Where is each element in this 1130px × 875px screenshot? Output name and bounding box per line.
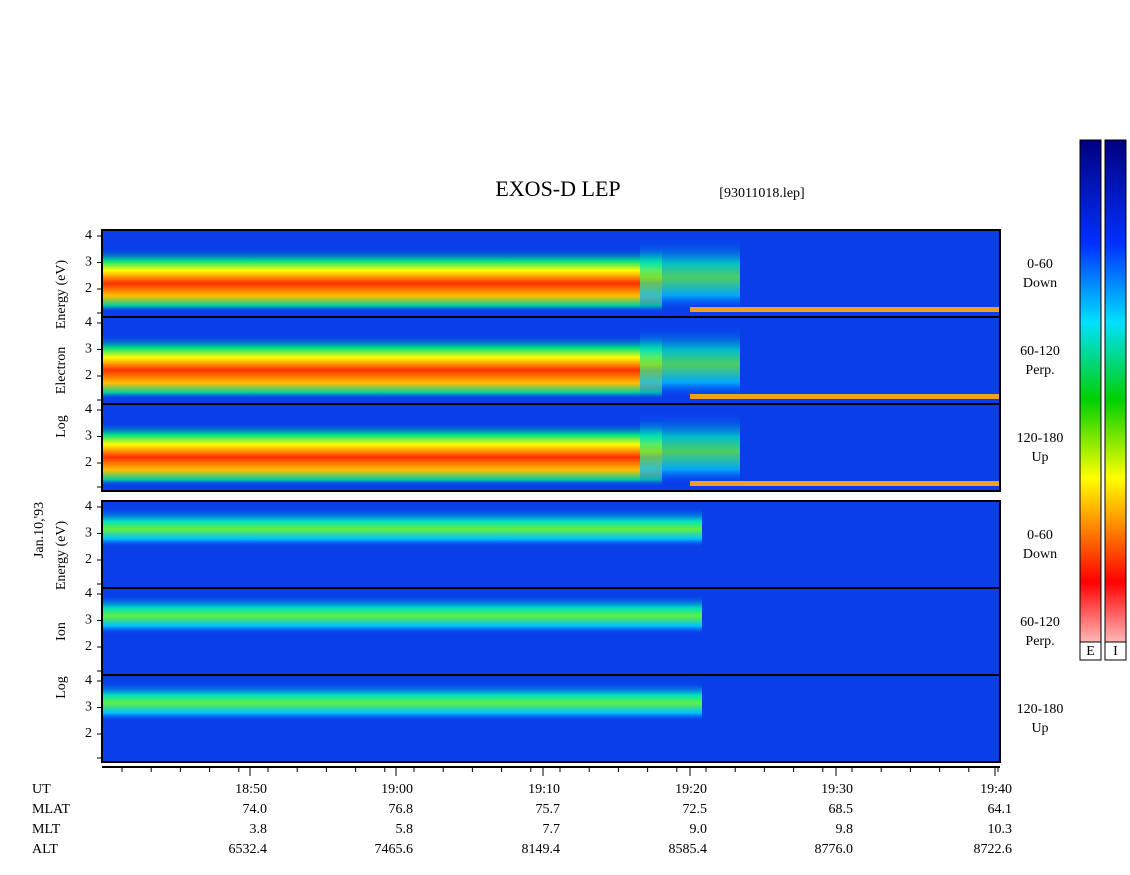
row-value: 64.1 [988,802,1013,817]
row-value: 19:00 [381,782,413,797]
y-tick-label: 4 [85,673,92,688]
time-axis: UT 18:50 19:00 19:10 19:20 19:30 19:40 MLAT 74.0… [32,766,1013,857]
y-tick-label: 3 [85,613,92,628]
panel-label: 120-180 [1017,702,1064,717]
colorbar-label-box [1104,641,1127,661]
panel-label: 60-120 [1020,615,1060,630]
row-value: 19:20 [675,782,707,797]
spectrogram-band [102,594,702,634]
y-axis-label: Electron [54,347,69,394]
spectrogram-line [690,307,1000,312]
date-label: Jan.10,'93 [32,502,47,558]
row-value: 19:30 [821,782,853,797]
y-tick-label: 2 [85,726,92,741]
y-tick-label: 2 [85,368,92,383]
row-value: 8585.4 [669,842,708,857]
panel-label: Down [1023,547,1057,562]
row-value: 8722.6 [974,842,1013,857]
row-label: ALT [32,842,58,857]
row-value: 6532.4 [229,842,268,857]
panel-label: 120-180 [1017,431,1064,446]
spectrogram-band [640,238,740,310]
spectrogram-line [690,394,1000,399]
spectrogram-band [102,335,662,399]
panel-label: Down [1023,276,1057,291]
y-tick-label: 4 [85,499,92,514]
panel-frame [101,674,1001,763]
row-value: 3.8 [250,822,268,837]
y-tick-label: 4 [85,586,92,601]
y-axis-label: Log [54,415,69,438]
spectrogram-band [640,325,740,397]
row-value: 19:10 [528,782,560,797]
row-label: MLAT [32,802,71,817]
panel-label: Perp. [1025,363,1054,378]
row-value: 8776.0 [815,842,854,857]
panels: 4 3 2 0-60 Down 4 3 2 60-120 Perp. 4 3 2 120-180 Up Log… [54,228,1064,763]
y-tick-label: 3 [85,255,92,270]
row-value: 5.8 [396,822,414,837]
y-tick-label: 4 [85,315,92,330]
panel-label: 0-60 [1027,528,1053,543]
spectrogram-band [640,412,740,484]
row-value: 75.7 [536,802,561,817]
y-tick-label: 2 [85,639,92,654]
row-value: 74.0 [243,802,268,817]
row-value: 7.7 [543,822,561,837]
y-axis-label: Energy (eV) [54,260,69,330]
spectrogram-line [690,481,1000,486]
row-value: 18:50 [235,782,267,797]
spectrogram-band [102,248,662,312]
row-value: 72.5 [683,802,708,817]
row-value: 10.3 [988,822,1013,837]
row-value: 8149.4 [522,842,561,857]
panel-label: Up [1031,721,1048,736]
file-name: [93011018.lep] [719,186,804,201]
y-tick-label: 4 [85,402,92,417]
title: EXOS-D LEP [495,176,620,201]
spectrogram-band [102,681,702,721]
panel-label: 60-120 [1020,344,1060,359]
row-label: MLT [32,822,61,837]
colorbar [1104,139,1127,661]
row-label: UT [32,782,51,797]
spectrogram-band [102,422,662,486]
panel-label: 0-60 [1027,257,1053,272]
row-value: 68.5 [829,802,854,817]
panel-frame [101,403,1001,492]
colorbar-label: I [1113,644,1118,659]
row-value: 7465.6 [375,842,414,857]
y-tick-label: 3 [85,342,92,357]
colorbar-label-box [1079,641,1102,661]
colorbar-label: E [1086,644,1095,659]
y-axis-label: Energy (eV) [54,521,69,591]
colorbar [1079,139,1102,661]
row-value: 19:40 [980,782,1012,797]
y-axis-label: Log [54,676,69,699]
row-value: 9.0 [690,822,708,837]
y-tick-label: 2 [85,455,92,470]
y-tick-label: 3 [85,700,92,715]
spectrogram-band [102,507,702,547]
y-tick-label: 2 [85,281,92,296]
y-tick-label: 2 [85,552,92,567]
y-axis-label: Ion [54,622,69,641]
panel-label: Up [1031,450,1048,465]
row-value: 76.8 [389,802,414,817]
panel-label: Perp. [1025,634,1054,649]
y-tick-label: 4 [85,228,92,243]
y-tick-label: 3 [85,429,92,444]
y-tick-label: 3 [85,526,92,541]
row-value: 9.8 [836,822,854,837]
